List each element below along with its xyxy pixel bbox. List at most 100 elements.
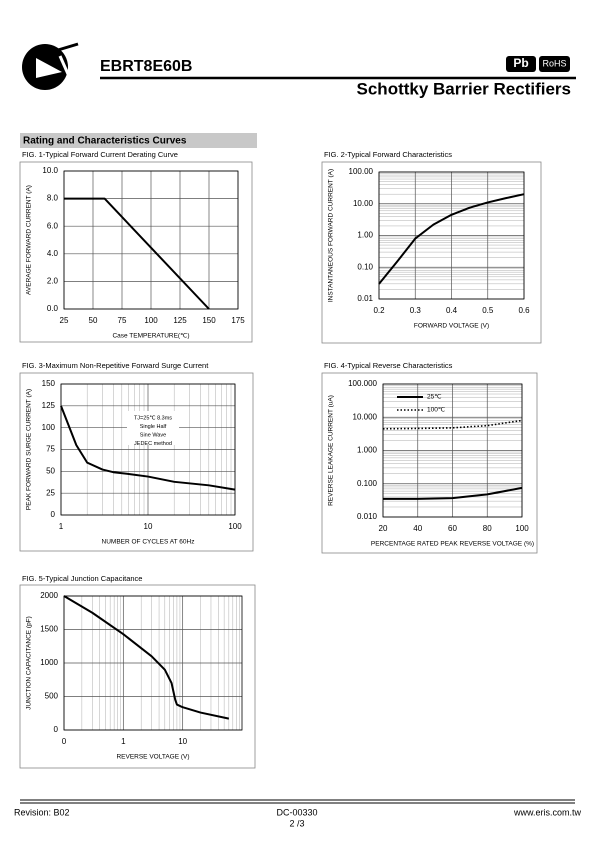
y-axis-label: JUNCTION CAPACITANCE (pF) (26, 616, 33, 710)
y-tick-label: 100.000 (348, 379, 377, 388)
plot-frame (382, 383, 523, 518)
annotation: Sine Wave (140, 432, 166, 438)
section-title: Rating and Characteristics Curves (23, 136, 187, 147)
y-tick-label: 8.0 (47, 194, 59, 203)
x-tick-label: 25 (60, 316, 69, 325)
x-tick-label: 40 (413, 524, 422, 533)
y-axis-label: AVERAGE FORWARD CURRENT (A) (26, 185, 33, 295)
plot-frame (60, 383, 236, 516)
chart-frame (321, 372, 538, 554)
y-tick-label: 0 (54, 725, 59, 734)
y-tick-label: 50 (46, 466, 55, 475)
y-tick-label: 25 (46, 488, 55, 497)
y-tick-label: 10.000 (353, 412, 378, 421)
plot-frame (63, 595, 243, 731)
x-tick-label: 50 (89, 316, 98, 325)
logo (22, 42, 79, 90)
footer-url: www.eris.com.tw (513, 807, 582, 817)
annotation: Single Half (140, 424, 167, 430)
data-line (383, 486, 523, 500)
x-tick-label: 100 (228, 522, 242, 531)
y-tick-label: 0.01 (357, 294, 373, 303)
x-tick-label: 60 (448, 524, 457, 533)
data-line (64, 197, 210, 310)
badge (506, 56, 536, 72)
y-tick-label: 125 (42, 401, 56, 410)
x-tick-label: 0.6 (518, 306, 530, 315)
data-line (60, 405, 236, 491)
y-tick-label: 0.10 (357, 262, 373, 271)
x-tick-label: 100 (144, 316, 158, 325)
y-tick-label: 0.010 (357, 512, 378, 521)
chart-title: FIG. 3-Maximum Non-Repetitive Forward Su… (22, 361, 209, 370)
annotation-box (127, 411, 179, 445)
y-tick-label: 6.0 (47, 221, 59, 230)
y-tick-label: 1.00 (357, 231, 373, 240)
x-tick-label: 80 (483, 524, 492, 533)
chart-frame (321, 161, 542, 344)
x-tick-label: 20 (379, 524, 388, 533)
y-tick-label: 0.100 (357, 479, 378, 488)
x-tick-label: 1 (59, 522, 64, 531)
y-tick-label: 2000 (40, 591, 58, 600)
footer-revision: Revision: B02 (14, 807, 70, 817)
x-tick-label: 10 (178, 737, 187, 746)
x-tick-label: 0.5 (482, 306, 494, 315)
footer-page: 2 /3 (289, 818, 304, 828)
plot-frame (378, 171, 525, 300)
x-tick-label: 150 (202, 316, 216, 325)
badge-text: Pb (513, 56, 528, 70)
x-tick-label: 0.3 (410, 306, 422, 315)
y-tick-label: 10.0 (42, 166, 58, 175)
x-tick-label: 0.4 (446, 306, 458, 315)
plot-frame (63, 170, 239, 310)
section-bar (20, 133, 257, 148)
y-tick-label: 500 (45, 692, 59, 701)
y-axis-label: INSTANTANEOUS FORWARD CURRENT (A) (328, 169, 335, 302)
y-tick-label: 100 (42, 423, 56, 432)
chart-title: FIG. 1-Typical Forward Current Derating … (22, 150, 178, 159)
data-line (378, 193, 525, 285)
y-tick-label: 4.0 (47, 249, 59, 258)
data-line (63, 595, 230, 720)
subtitle: Schottky Barrier Rectifiers (357, 79, 571, 98)
x-tick-label: 0 (62, 737, 67, 746)
x-tick-label: 125 (173, 316, 187, 325)
footer-doc: DC-00330 (276, 807, 317, 817)
y-tick-label: 75 (46, 445, 55, 454)
chart-title: FIG. 2-Typical Forward Characteristics (324, 150, 452, 159)
x-tick-label: 175 (231, 316, 245, 325)
y-tick-label: 0.0 (47, 304, 59, 313)
x-tick-label: 0.2 (373, 306, 385, 315)
y-tick-label: 1.000 (357, 446, 378, 455)
chart: FIG. 2-Typical Forward Characteristics 0.… (321, 150, 542, 344)
legend-label: 25℃ (427, 394, 442, 401)
y-axis-label: PEAK FORWARD SURGE CURRENT (A) (26, 389, 33, 510)
chart: FIG. 1-Typical Forward Current Derating … (19, 150, 253, 343)
data-line (382, 419, 523, 430)
x-axis-label: PERCENTAGE RATED PEAK REVERSE VOLTAGE (%… (371, 541, 534, 548)
x-axis-label: FORWARD VOLTAGE (V) (414, 323, 489, 330)
chart-title: FIG. 4-Typical Reverse Characteristics (324, 361, 453, 370)
chart-frame (19, 161, 253, 343)
y-tick-label: 0 (51, 510, 56, 519)
badge-text: RoHS (542, 58, 566, 68)
y-tick-label: 1000 (40, 658, 58, 667)
chart-frame (19, 584, 256, 769)
x-axis-label: NUMBER OF CYCLES AT 60Hz (102, 539, 195, 546)
chart: FIG. 5-Typical Junction Capacitance 0 500 1… (19, 574, 256, 769)
part-number: EBRT8E60B (100, 58, 192, 75)
y-tick-label: 10.00 (353, 199, 374, 208)
legend-label: 100℃ (427, 407, 446, 414)
annotation: JEDEC method (134, 441, 172, 447)
x-axis-label: REVERSE VOLTAGE (V) (116, 754, 189, 761)
chart-title: FIG. 5-Typical Junction Capacitance (22, 574, 142, 583)
chart-frame (19, 372, 254, 552)
chart: FIG. 3-Maximum Non-Repetitive Forward Su… (19, 361, 254, 552)
badge (539, 56, 570, 72)
y-tick-label: 2.0 (47, 277, 59, 286)
y-tick-label: 100.00 (349, 167, 374, 176)
x-tick-label: 100 (515, 524, 529, 533)
